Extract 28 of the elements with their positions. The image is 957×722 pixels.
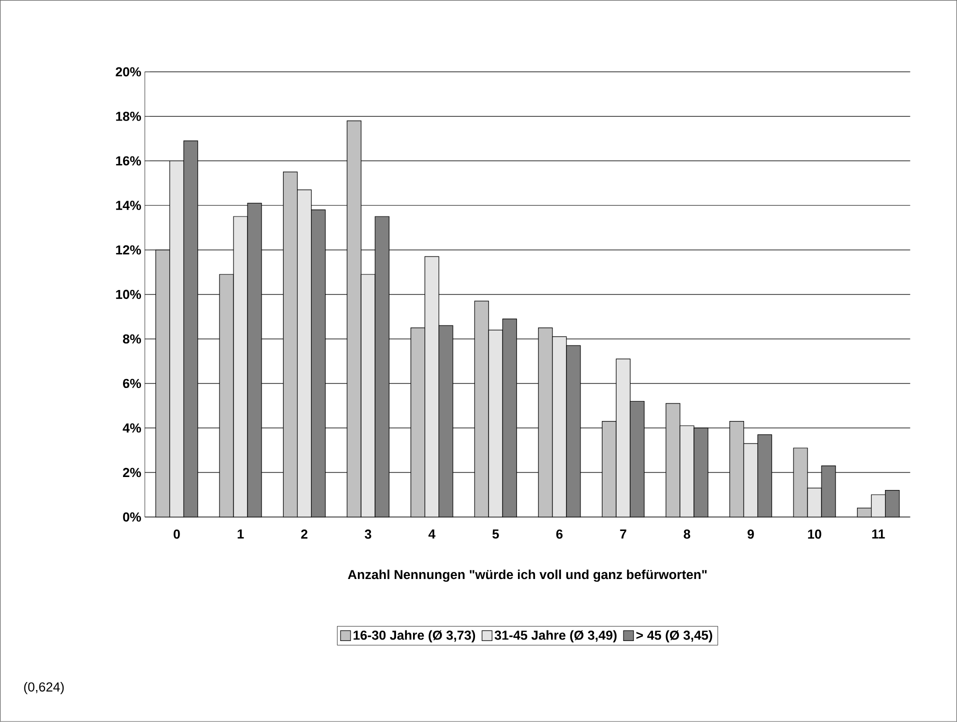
x-axis-title: Anzahl Nennungen "würde ich voll und ganz befürworten": [348, 570, 707, 582]
legend-label: 31-45 Jahre (Ø 3,49): [494, 630, 617, 642]
x-tick-label: 9: [748, 530, 754, 539]
x-tick-label: 7: [620, 530, 626, 539]
y-tick-label: 4%: [122, 423, 142, 433]
y-tick-label: 20%: [116, 67, 141, 76]
x-tick-label: 6: [556, 530, 563, 539]
legend-label: > 45 (Ø 3,45): [636, 630, 712, 642]
y-tick-label: 12%: [116, 245, 141, 255]
y-tick-label: 14%: [116, 200, 141, 210]
y-tick-label: 8%: [122, 334, 142, 344]
x-tick-label: 4: [428, 530, 436, 539]
x-tick-label: 11: [872, 530, 885, 539]
y-tick-label: 6%: [123, 378, 142, 388]
x-tick-label: 2: [301, 530, 308, 539]
legend-label: 16-30 Jahre (Ø 3,73): [354, 630, 476, 642]
x-tick-label: 5: [492, 530, 499, 539]
x-tick-label: 10: [808, 530, 822, 539]
y-tick-label: 10%: [116, 290, 141, 300]
x-tick-label: 0: [174, 530, 180, 539]
x-tick-label: 8: [684, 530, 690, 539]
y-tick-label: 18%: [116, 112, 141, 121]
y-tick-label: 16%: [116, 156, 141, 166]
y-tick-label: 2%: [123, 468, 142, 478]
x-tick-label: 1: [238, 530, 244, 539]
text: (0,624): [24, 682, 64, 694]
x-tick-label: 3: [364, 530, 372, 539]
y-tick-label: 0%: [123, 512, 142, 522]
